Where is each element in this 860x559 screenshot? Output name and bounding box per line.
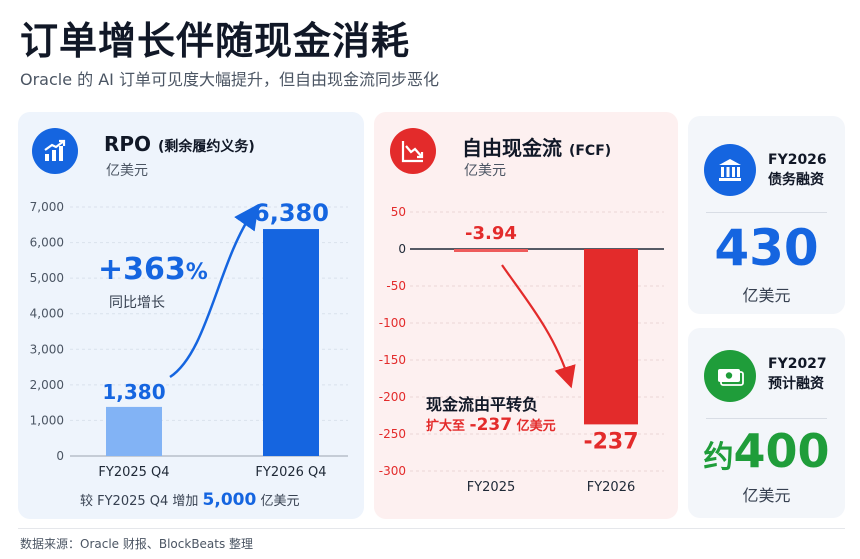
fcf-bar [584, 249, 638, 425]
rpo-note: 较 FY2025 Q4 增加 5,000 亿美元 [80, 490, 299, 510]
plan-card-value: 400 [733, 424, 830, 478]
fcf-y-tick-label: -200 [379, 390, 406, 404]
plan-card-prefix: 约 [703, 440, 734, 475]
money-icon [704, 350, 756, 402]
rpo-bar-chart: 0 1,000 2,000 3,000 4,000 5,000 6,000 7,000 1,3… [30, 199, 348, 480]
rpo-y-tick-label: 3,000 [30, 342, 64, 356]
fcf-annotation-line1: 现金流由平转负 [426, 395, 539, 414]
growth-value: +363% [98, 252, 208, 287]
rpo-value-label: 6,380 [253, 199, 329, 227]
plan-card-divider [706, 418, 827, 419]
fcf-bar-chart: 50 0 -50 -100 -150 -200 -250 -300 -3.94 FY2025 -2… [379, 205, 664, 495]
fcf-category-label: FY2025 [467, 480, 516, 495]
debt-card-heading: FY2026 债务融资 [768, 150, 827, 190]
growth-pct: % [185, 260, 208, 285]
bank-icon [704, 144, 756, 196]
rpo-panel: RPO (剩余履约义务) 亿美元 0 1,000 2,000 3,000 4,000 5,… [18, 112, 364, 519]
rpo-title-paren: (剩余履约义务) [158, 139, 255, 155]
rpo-y-tick-label: 1,000 [30, 413, 64, 427]
rpo-y-tick-label: 0 [56, 449, 64, 463]
rpo-note-suffix: 亿美元 [260, 494, 300, 509]
plan-card-heading: FY2027 预计融资 [768, 354, 827, 394]
decline-arrow [501, 264, 576, 389]
plan-card-unit: 亿美元 [742, 486, 791, 505]
fcf-y-tick-label: -150 [379, 353, 406, 367]
growth-arrow [169, 203, 259, 379]
rpo-unit: 亿美元 [106, 163, 148, 179]
rpo-y-tick-label: 7,000 [30, 200, 64, 214]
rpo-category-label: FY2025 Q4 [98, 465, 169, 480]
rpo-note-prefix: 较 FY2025 Q4 增加 [80, 494, 199, 509]
debt-card-value: 430 [714, 219, 819, 277]
rpo-y-tick-label: 2,000 [30, 378, 64, 392]
fcf-y-tick-label: -250 [379, 427, 406, 441]
chart-growth-icon [32, 128, 78, 174]
fcf-y-tick-label: -100 [379, 316, 406, 330]
fcf-y-tick-label: -300 [379, 464, 406, 478]
fcf-title: 自由现金流 (FCF) [462, 132, 611, 161]
fcf-value-label: -3.94 [465, 223, 517, 244]
plan-card-year: FY2027 [768, 356, 827, 372]
rpo-title: RPO (剩余履约义务) [104, 132, 255, 156]
fcf-unit: 亿美元 [464, 163, 506, 179]
fcf-annotation-line2: 扩大至 -237 亿美元 [426, 415, 556, 435]
fcf-title-paren: (FCF) [568, 143, 612, 159]
plan-card-value-group: 约400 [688, 424, 845, 478]
debt-card-divider [706, 212, 827, 213]
fcf-y-tick-label: -50 [386, 279, 406, 293]
fcf-bar [454, 249, 528, 252]
rpo-category-label: FY2026 Q4 [255, 465, 326, 480]
rpo-value-label: 1,380 [102, 380, 165, 404]
debt-card-unit: 亿美元 [742, 286, 791, 305]
page-subtitle: Oracle 的 AI 订单可见度大幅提升，但自由现金流同步恶化 [20, 70, 439, 89]
rpo-title-main: RPO [104, 132, 152, 156]
rpo-bar [106, 406, 162, 456]
rpo-y-tick-label: 4,000 [30, 307, 64, 321]
chart-decline-icon [390, 128, 436, 174]
fcf-title-main: 自由现金流 [462, 136, 562, 160]
rpo-y-tick-label: 6,000 [30, 236, 64, 250]
rpo-bar [263, 229, 319, 456]
plan-card-label: 预计融资 [768, 376, 824, 392]
fcf-y-tick-label: 0 [398, 242, 406, 256]
debt-financing-card: FY2026 债务融资 430 亿美元 [688, 116, 845, 314]
fcf-category-label: FY2026 [587, 480, 636, 495]
planned-financing-card: FY2027 预计融资 约400 亿美元 [688, 328, 845, 518]
page-title: 订单增长伴随现金消耗 [20, 19, 411, 63]
fcf-annotation-value: -237 [469, 415, 513, 435]
footer-divider [18, 528, 845, 529]
growth-number: +363 [98, 252, 186, 287]
rpo-note-value: 5,000 [202, 490, 257, 510]
growth-label: 同比增长 [109, 295, 165, 311]
fcf-y-tick-label: 50 [391, 205, 406, 219]
fcf-panel: 自由现金流 (FCF) 亿美元 50 0 -50 -100 -150 -200 -250 -3… [374, 112, 678, 519]
debt-card-year: FY2026 [768, 152, 827, 168]
rpo-y-tick-label: 5,000 [30, 271, 64, 285]
fcf-value-label: -237 [583, 429, 638, 454]
source-note: 数据来源：Oracle 财报、BlockBeats 整理 [20, 537, 254, 551]
debt-card-label: 债务融资 [768, 172, 824, 188]
fcf-annotation-prefix: 扩大至 [426, 419, 466, 434]
fcf-annotation-suffix: 亿美元 [516, 419, 556, 434]
